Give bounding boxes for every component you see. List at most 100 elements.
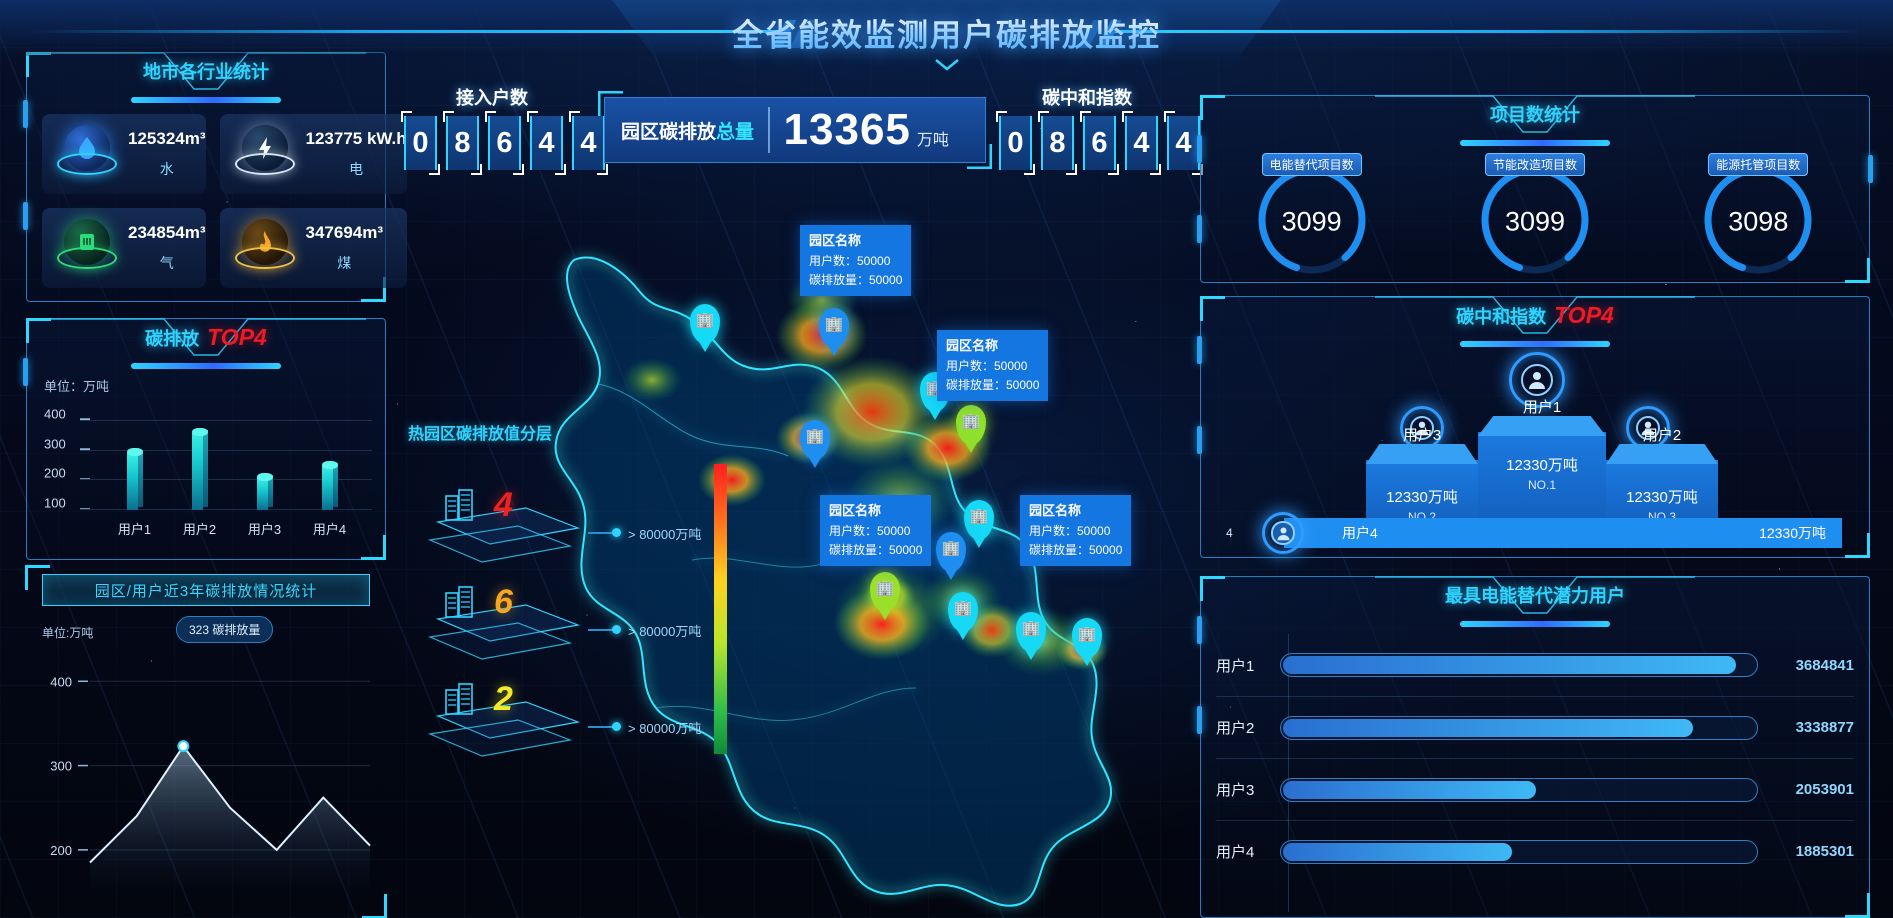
bar-2[interactable] xyxy=(191,428,208,510)
map-pin-8[interactable]: 🏢 xyxy=(870,572,900,620)
map-popup-1[interactable]: 园区名称 用户数：50000 碳排放量：50000 xyxy=(800,225,912,297)
bar-3[interactable] xyxy=(256,472,273,510)
popup-title: 园区名称 xyxy=(946,338,999,353)
metric-card-electricity[interactable]: 123775 kW.h 电 xyxy=(219,114,407,194)
project-donut-3[interactable]: 能源托管项目数 3098 xyxy=(1699,153,1817,279)
building-icon: 🏢 xyxy=(941,540,961,557)
hero-separator xyxy=(768,107,770,153)
potential-progress-fill xyxy=(1283,656,1736,674)
metric-card-coal[interactable]: 347694m³ 煤 xyxy=(219,208,407,288)
map-pin-6[interactable]: 🏢 xyxy=(964,500,994,548)
layer-dot xyxy=(612,528,621,537)
metric-unit: 电 xyxy=(349,161,364,177)
map-pin-11[interactable]: 🏢 xyxy=(1072,618,1102,666)
project-donut-row: 电能替代项目数 3099 节能改造项目数 3099 能源托管项目数 3098 xyxy=(1200,153,1870,279)
heat-colorbar xyxy=(714,464,727,754)
panel-3year-emission: 园区/用户近3年碳排放情况统计 单位:万吨 323 碳排放量 200 300 400 xyxy=(25,565,387,918)
panel-header: 碳中和指数 TOP4 xyxy=(1375,295,1695,347)
rank4-name: 用户4 xyxy=(1342,525,1378,541)
hero-label: 园区碳排放总量 xyxy=(605,117,754,144)
podium-value: 12330万吨 xyxy=(1386,489,1458,506)
map-popup-2[interactable]: 园区名称 用户数：50000 碳排放量：50000 xyxy=(937,330,1049,402)
popup-title: 园区名称 xyxy=(809,233,862,248)
potential-progress-track xyxy=(1280,839,1758,864)
layer-count: 6 xyxy=(494,583,513,621)
building-icon xyxy=(444,585,474,624)
layers-title: 热园区碳排放值分层 xyxy=(408,426,553,443)
map-pin-2[interactable]: 🏢 xyxy=(819,308,849,356)
bar-4[interactable] xyxy=(321,461,338,510)
panel-title-text: 碳排放 xyxy=(145,329,200,349)
layer-item-2[interactable]: 6 xyxy=(408,579,588,665)
svg-text:300: 300 xyxy=(50,759,72,774)
panel-header: 最具电能替代潜力用户 xyxy=(1375,575,1695,627)
page-header: 全省能效监测用户碳排放监控 xyxy=(0,0,1893,71)
map-pin-1[interactable]: 🏢 xyxy=(690,304,720,352)
potential-row[interactable]: 用户4 1885301 xyxy=(1216,820,1854,882)
potential-progress-fill xyxy=(1283,718,1694,737)
project-donut-2[interactable]: 节能改造项目数 3099 xyxy=(1476,153,1594,279)
line-chart-tooltip: 323 碳排放量 xyxy=(176,616,274,643)
map-pin-5[interactable]: 🏢 xyxy=(800,420,830,468)
building-icon: 🏢 xyxy=(969,508,989,525)
hero-label-strong: 总量 xyxy=(716,121,755,143)
layer-plate-icon xyxy=(427,507,581,563)
panel-title: 碳中和指数 TOP4 xyxy=(1456,302,1614,329)
map-pin-9[interactable]: 🏢 xyxy=(948,592,978,640)
panel-frame xyxy=(1200,95,1870,283)
panel-title-underline xyxy=(1460,341,1610,347)
y-axis-tick xyxy=(80,448,90,450)
svg-text:200: 200 xyxy=(50,843,72,858)
header-decor-right xyxy=(1078,20,1865,48)
potential-row[interactable]: 用户1 3684841 xyxy=(1216,634,1854,696)
podium-value: 12330万吨 xyxy=(1506,457,1578,474)
province-heatmap[interactable]: 🏢 🏢 🏢 🏢 🏢 🏢 🏢 xyxy=(392,180,1192,918)
bar-x-label: 用户1 xyxy=(117,522,152,537)
page-title: 全省能效监测用户碳排放监控 xyxy=(732,10,1161,55)
metric-value: 123775 kW.h xyxy=(305,129,407,148)
layer-item-3[interactable]: 2 xyxy=(408,676,588,762)
potential-user-name: 用户2 xyxy=(1216,720,1255,737)
map-pin-7[interactable]: 🏢 xyxy=(936,532,966,580)
map-popup-3[interactable]: 园区名称 用户数：50000 碳排放量：50000 xyxy=(820,495,932,567)
panel-city-industry-stats: 地市各行业统计 125324m³ 水 xyxy=(23,52,407,302)
bar-x-label: 用户2 xyxy=(182,522,217,537)
map-pin-10[interactable]: 🏢 xyxy=(1016,612,1046,660)
popup-title: 园区名称 xyxy=(1029,503,1082,518)
hero-total-emission: 园区碳排放总量 13365 万吨 xyxy=(598,91,992,169)
potential-value: 3684841 xyxy=(1795,656,1854,674)
panel-title-underline xyxy=(131,363,281,369)
potential-progress-track xyxy=(1280,777,1758,802)
flame-icon xyxy=(230,215,300,281)
metric-card-water[interactable]: 125324m³ 水 xyxy=(42,114,206,194)
layer-item-1[interactable]: 4 xyxy=(408,482,588,568)
metric-value: 234854m³ xyxy=(128,223,206,242)
rank4-row[interactable]: 4 用户4 12330万吨 xyxy=(1226,512,1842,554)
bar-1[interactable] xyxy=(126,447,143,510)
line-chart-3year: 200 300 400 xyxy=(42,646,378,918)
metric-card-gas[interactable]: 234854m³ 气 xyxy=(42,208,206,288)
digit-1: 8 xyxy=(443,111,482,175)
potential-user-name: 用户3 xyxy=(1216,782,1255,799)
layer-connector xyxy=(588,726,616,728)
popup-emission: 碳排放量：50000 xyxy=(809,272,903,287)
potential-row[interactable]: 用户3 2053901 xyxy=(1216,758,1854,820)
panel-carbon-emission-top4: 碳排放 TOP4 单位：万吨 100 200 300 400 用户1 用户2 用户3 用户4 xyxy=(23,318,386,560)
layer-plate-icon xyxy=(427,701,581,757)
popup-emission: 碳排放量：50000 xyxy=(946,377,1040,392)
panel-title-underline xyxy=(131,97,281,103)
project-donut-1[interactable]: 电能替代项目数 3099 xyxy=(1253,153,1371,279)
building-icon: 🏢 xyxy=(1077,626,1097,643)
layer-threshold: > 80000万吨 xyxy=(628,527,702,542)
potential-row[interactable]: 用户2 3338877 xyxy=(1216,696,1854,758)
podium-value: 12330万吨 xyxy=(1626,489,1698,506)
map-pin-4[interactable]: 🏢 xyxy=(956,405,986,453)
digit-2: 6 xyxy=(1080,111,1119,175)
donut-label: 节能改造项目数 xyxy=(1484,153,1585,176)
podium-name: 用户3 xyxy=(1402,427,1442,444)
water-drop-icon xyxy=(52,121,122,187)
hero-label-prefix: 园区碳排放 xyxy=(621,121,717,143)
map-popup-4[interactable]: 园区名称 用户数：50000 碳排放量：50000 xyxy=(1020,495,1132,567)
layer-connector xyxy=(588,532,616,534)
